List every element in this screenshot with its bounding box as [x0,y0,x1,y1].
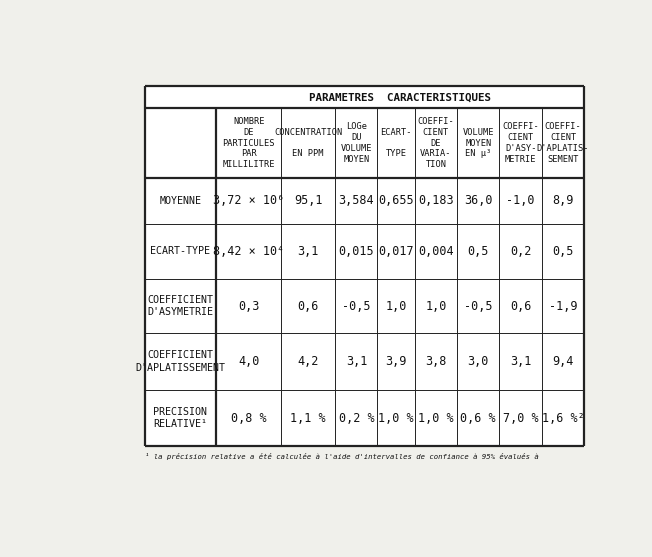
Text: 95,1: 95,1 [294,194,323,207]
Text: -1,9: -1,9 [549,300,577,312]
Text: 3,1: 3,1 [297,245,319,258]
Text: -0,5: -0,5 [342,300,370,312]
Text: 0,8 %: 0,8 % [231,412,267,424]
Text: -1,0: -1,0 [507,194,535,207]
Text: 3,0: 3,0 [467,355,489,368]
Text: 0,017: 0,017 [378,245,414,258]
Text: CONCENTRATION

EN PPM: CONCENTRATION EN PPM [274,128,342,158]
Text: 0,6: 0,6 [510,300,531,312]
Text: ¹ la précision relative a été calculée à l'aide d'intervalles de confiance à 95%: ¹ la précision relative a été calculée à… [145,453,539,460]
Text: 0,6: 0,6 [297,300,319,312]
Text: PRECISION
RELATIVE¹: PRECISION RELATIVE¹ [153,407,207,429]
Text: 36,0: 36,0 [464,194,492,207]
Text: 1,0 %: 1,0 % [418,412,454,424]
Text: COEFFI-
CIENT
D'APLATIS-
SEMENT: COEFFI- CIENT D'APLATIS- SEMENT [537,123,589,164]
Text: 3,8: 3,8 [425,355,447,368]
Text: 0,5: 0,5 [552,245,574,258]
Text: COEFFI-
CIENT
DE
VARIA-
TION: COEFFI- CIENT DE VARIA- TION [417,117,454,169]
Text: 8,42 × 10⁴: 8,42 × 10⁴ [213,245,284,258]
Text: 0,655: 0,655 [378,194,414,207]
Text: 0,2: 0,2 [510,245,531,258]
Text: LOGe
DU
VOLUME
MOYEN: LOGe DU VOLUME MOYEN [340,123,372,164]
Text: ECART-

TYPE: ECART- TYPE [380,128,412,158]
Text: 8,9: 8,9 [552,194,574,207]
Text: 0,5: 0,5 [467,245,489,258]
Text: 0,183: 0,183 [418,194,454,207]
Text: COEFFICIENT
D'ASYMETRIE: COEFFICIENT D'ASYMETRIE [147,295,213,317]
Text: COEFFI-
CIENT
D'ASY-
METRIE: COEFFI- CIENT D'ASY- METRIE [502,123,539,164]
Text: MOYENNE: MOYENNE [160,196,201,206]
Text: ECART-TYPE: ECART-TYPE [151,246,211,256]
Text: 1,0: 1,0 [425,300,447,312]
Text: 1,6 %²: 1,6 %² [542,412,584,424]
Text: 0,004: 0,004 [418,245,454,258]
Text: NOMBRE
DE
PARTICULES
PAR
MILLILITRE: NOMBRE DE PARTICULES PAR MILLILITRE [222,117,275,169]
Text: 1,0 %: 1,0 % [378,412,414,424]
Text: 3,1: 3,1 [510,355,531,368]
Text: 7,0 %: 7,0 % [503,412,539,424]
Text: 3,1: 3,1 [346,355,367,368]
Text: 0,015: 0,015 [338,245,374,258]
Text: VOLUME
MOYEN
EN µ³: VOLUME MOYEN EN µ³ [462,128,494,158]
Text: 0,2 %: 0,2 % [338,412,374,424]
Text: -0,5: -0,5 [464,300,492,312]
Text: 3,584: 3,584 [338,194,374,207]
Text: 4,0: 4,0 [238,355,259,368]
Text: COEFFICIENT
D'APLATISSEMENT: COEFFICIENT D'APLATISSEMENT [136,350,226,373]
Text: PARAMETRES  CARACTERISTIQUES: PARAMETRES CARACTERISTIQUES [309,92,492,102]
Text: 3,9: 3,9 [385,355,407,368]
Text: 1,0: 1,0 [385,300,407,312]
Text: 0,6 %: 0,6 % [460,412,496,424]
Text: 4,2: 4,2 [297,355,319,368]
Text: 1,1 %: 1,1 % [290,412,326,424]
Bar [145,86,584,446]
Text: 9,4: 9,4 [552,355,574,368]
Text: 0,3: 0,3 [238,300,259,312]
Text: 3,72 × 10⁶: 3,72 × 10⁶ [213,194,284,207]
